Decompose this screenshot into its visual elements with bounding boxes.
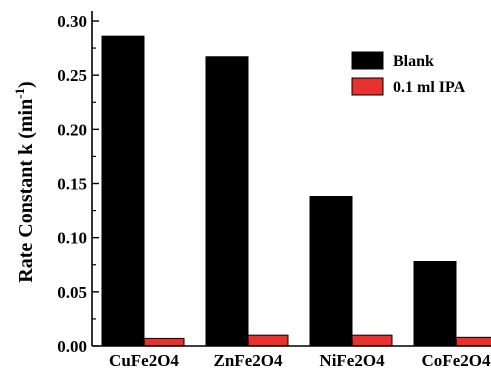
- y-tick-label: 0.05: [57, 283, 87, 302]
- bar-blank-znfe2o4: [205, 56, 249, 347]
- y-ticks: 0.00 0.05 0.10 0.15 0.20 0.25 0.30: [57, 12, 99, 356]
- y-axis-title-superscript: -1: [12, 88, 27, 99]
- legend-label-ipa: 0.1 ml IPA: [393, 79, 466, 96]
- bar-blank-nife2o4: [309, 196, 353, 347]
- bar-blank-cofe2o4: [413, 261, 457, 347]
- x-tick-label-cofe2o4: CoFe2O4: [422, 351, 491, 370]
- x-tick-label-cufe2o4: CuFe2O4: [109, 351, 179, 370]
- bar-ipa-nife2o4: [351, 334, 393, 347]
- y-axis-title: Rate Constant k (min-1): [12, 81, 37, 282]
- legend: Blank 0.1 ml IPA: [351, 51, 466, 96]
- x-tick-label-nife2o4: NiFe2O4: [319, 351, 385, 370]
- y-tick-label: 0.25: [57, 66, 87, 85]
- y-tick-label: 0.15: [57, 175, 87, 194]
- y-tick-label: 0.30: [57, 12, 87, 31]
- axes-layer: [91, 11, 491, 347]
- legend-swatch-blank: [351, 51, 384, 70]
- y-tick-label: 0.00: [57, 337, 87, 356]
- legend-swatch-ipa: [351, 77, 384, 96]
- bar-ipa-cofe2o4: [455, 336, 491, 347]
- x-tick-label-znfe2o4: ZnFe2O4: [214, 351, 283, 370]
- legend-label-blank: Blank: [393, 53, 434, 70]
- bar-ipa-znfe2o4: [247, 334, 289, 347]
- x-ticks: CuFe2O4 ZnFe2O4 NiFe2O4 CoFe2O4: [109, 340, 491, 370]
- y-tick-label: 0.10: [57, 229, 87, 248]
- y-tick-label: 0.20: [57, 120, 87, 139]
- bar-blank-cufe2o4: [101, 35, 145, 347]
- y-axis-title-close: ): [15, 81, 37, 88]
- bar-ipa-cufe2o4: [143, 337, 185, 347]
